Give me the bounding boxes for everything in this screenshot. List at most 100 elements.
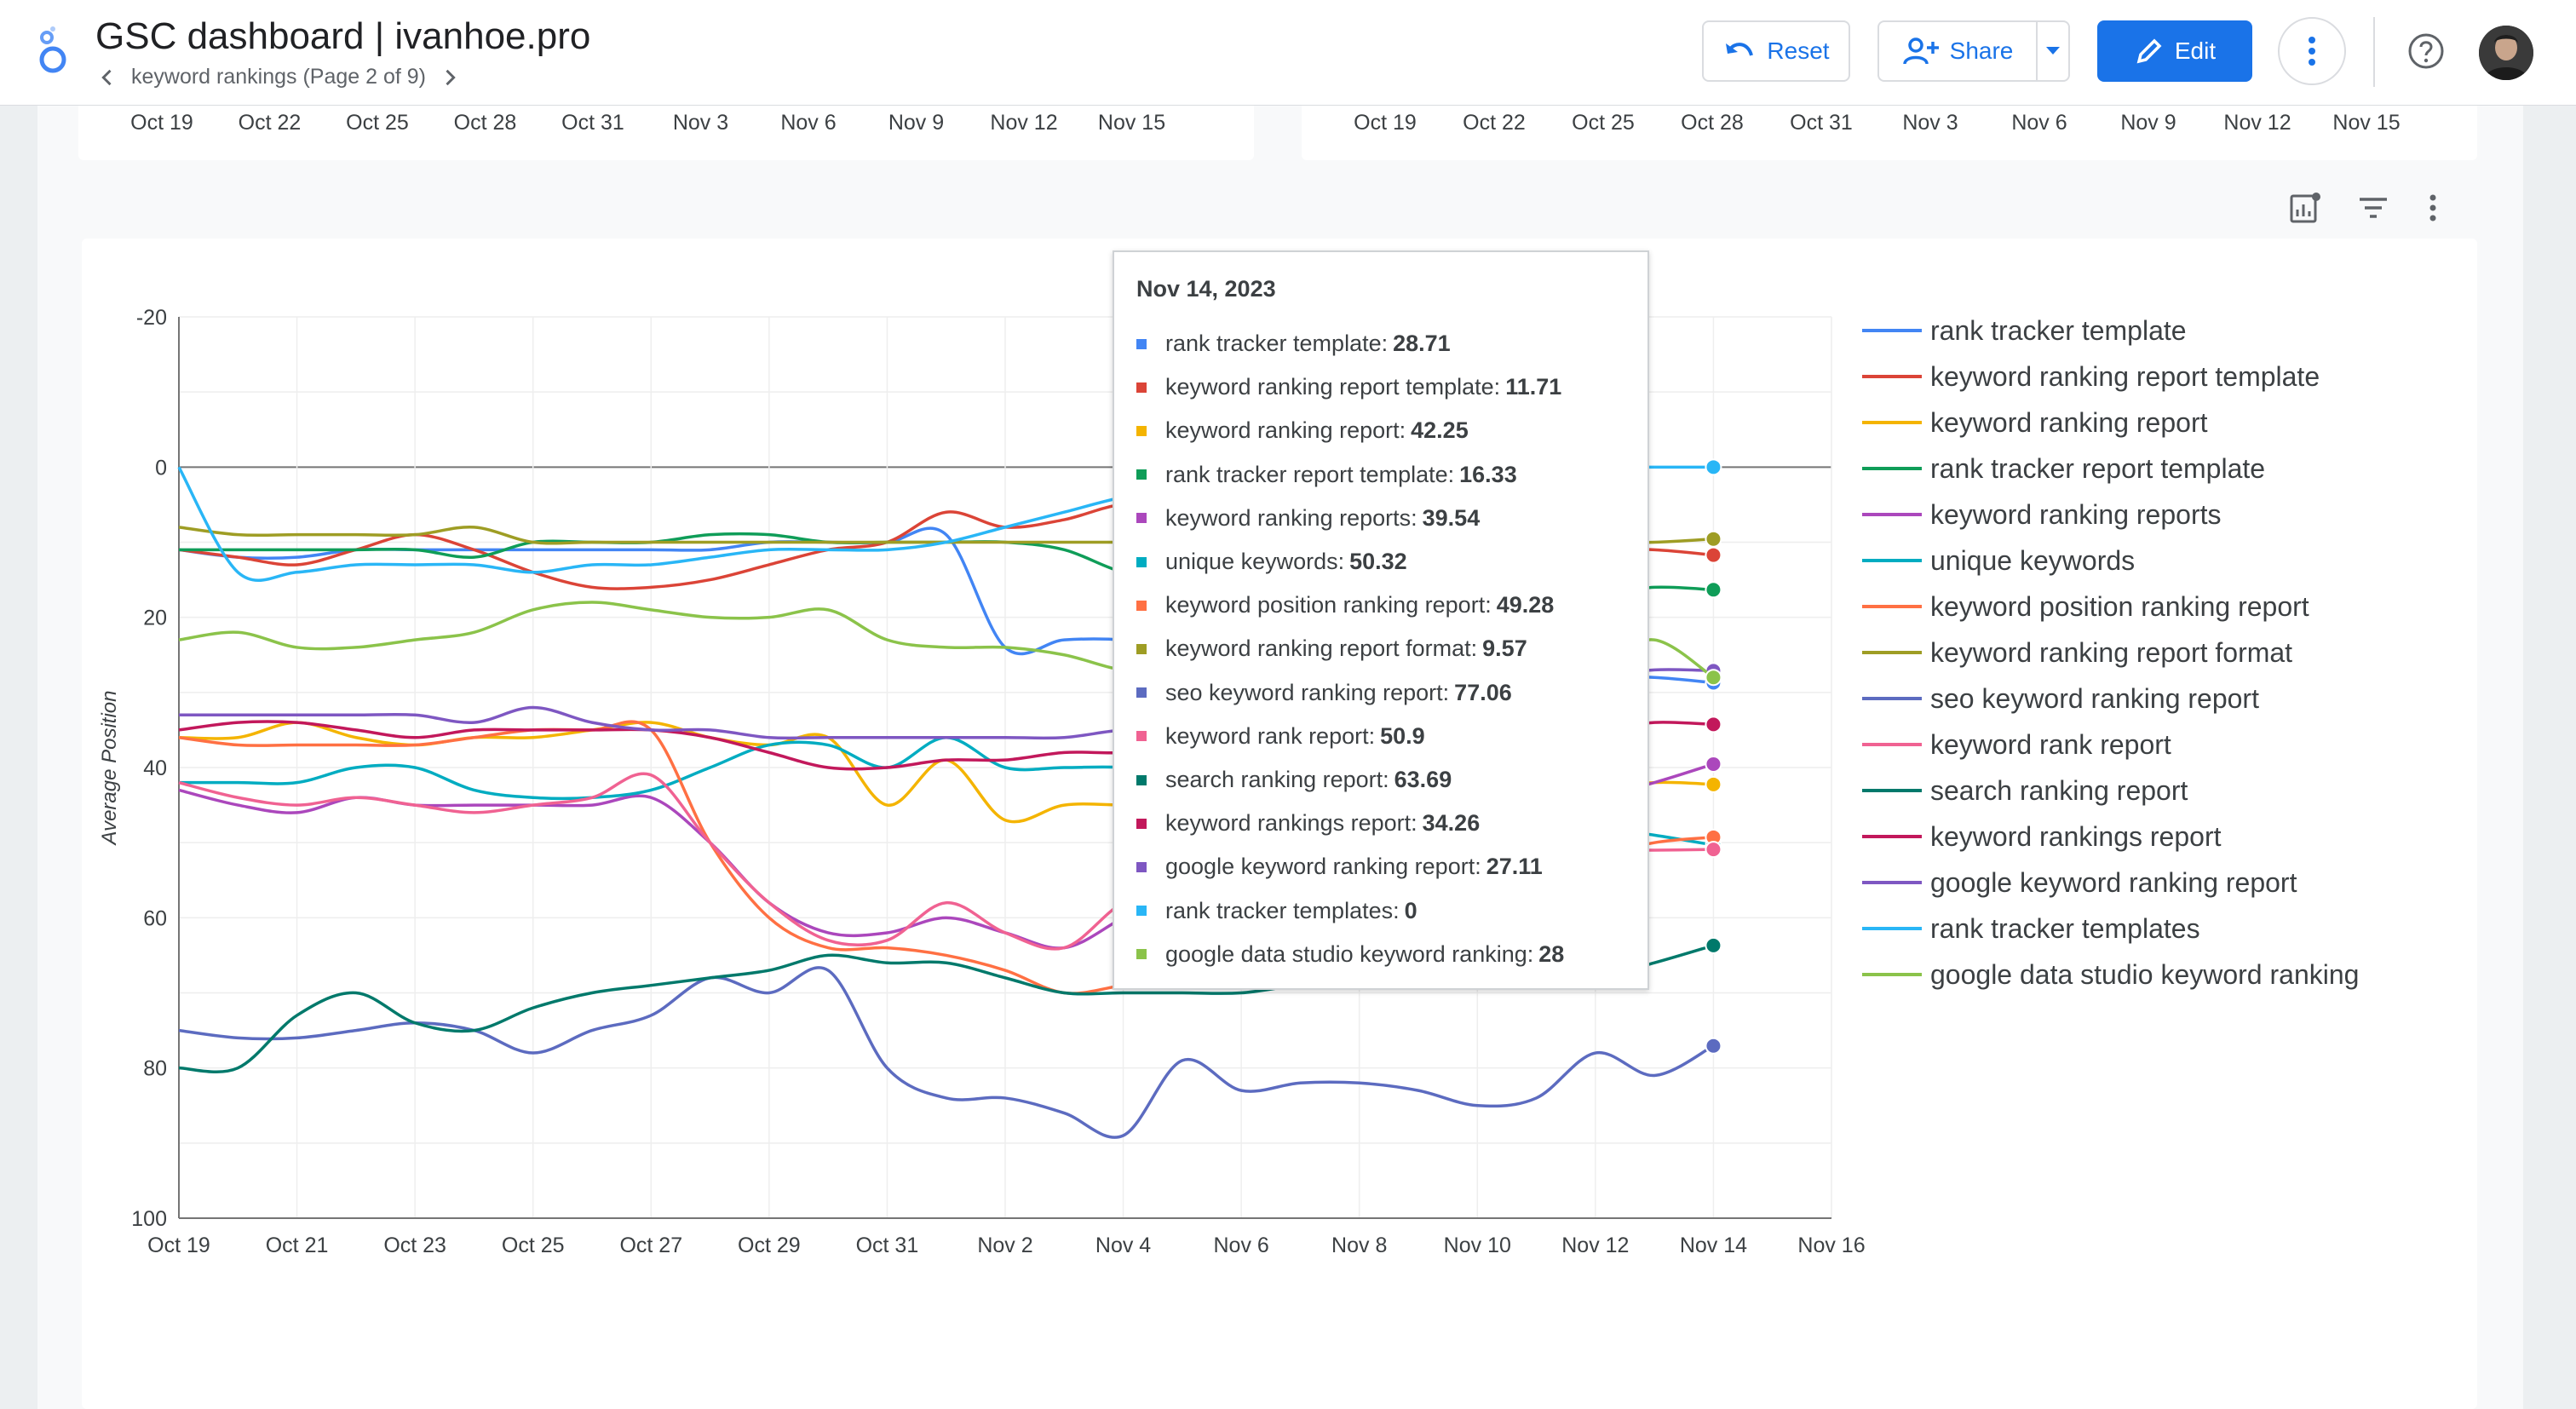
- tooltip-swatch: [1136, 731, 1147, 742]
- tooltip-label: keyword rankings report:: [1165, 810, 1417, 837]
- more-options-button[interactable]: [2278, 17, 2346, 85]
- tooltip-swatch: [1136, 774, 1147, 785]
- legend-entry: keyword ranking report template: [1930, 361, 2320, 392]
- tooltip-label: keyword ranking reports:: [1165, 504, 1417, 531]
- tooltip-swatch: [1136, 861, 1147, 872]
- x-tick-label: Oct 29: [738, 1234, 801, 1257]
- chevron-right-icon[interactable]: [438, 66, 462, 89]
- top-right-chart-card[interactable]: [1302, 106, 2477, 160]
- app-header: GSC dashboard | ivanhoe.pro keyword rank…: [0, 0, 2576, 106]
- top-right-x-tick: Nov 3: [1902, 111, 1958, 135]
- top-right-x-tick: Nov 9: [2120, 111, 2176, 135]
- chart-more-options-icon[interactable]: [2416, 191, 2450, 225]
- tooltip-label: google keyword ranking report:: [1165, 854, 1481, 880]
- user-avatar[interactable]: [2479, 26, 2533, 80]
- edit-button[interactable]: Edit: [2097, 20, 2252, 82]
- tooltip-value: 28: [1538, 940, 1565, 967]
- hover-point: [1705, 716, 1722, 733]
- share-button[interactable]: Share: [1877, 20, 2036, 82]
- help-icon[interactable]: [2407, 32, 2445, 70]
- report-title[interactable]: GSC dashboard | ivanhoe.pro: [95, 15, 591, 57]
- top-left-x-tick: Nov 12: [990, 111, 1058, 135]
- hover-point: [1705, 581, 1722, 599]
- tooltip-swatch: [1136, 643, 1147, 654]
- header-divider: [2373, 17, 2375, 87]
- legend-entry: seo keyword ranking report: [1930, 683, 2259, 714]
- top-left-x-tick: Oct 22: [238, 111, 302, 135]
- tooltip-swatch: [1136, 556, 1147, 567]
- legend-entry: keyword ranking reports: [1930, 499, 2221, 530]
- x-tick-label: Oct 25: [502, 1234, 565, 1257]
- tooltip-row: google data studio keyword ranking: 28: [1136, 941, 1564, 968]
- tooltip-value: 27.11: [1486, 854, 1543, 880]
- tooltip-label: rank tracker templates:: [1165, 897, 1400, 923]
- y-tick-label: 0: [155, 456, 167, 480]
- tooltip-value: 0: [1404, 897, 1417, 923]
- edit-label: Edit: [2174, 37, 2217, 64]
- tooltip-swatch: [1136, 425, 1147, 436]
- tooltip-value: 16.33: [1459, 461, 1517, 487]
- y-tick-label: 80: [143, 1057, 167, 1081]
- top-left-x-tick: Nov 6: [780, 111, 837, 135]
- chevron-left-icon[interactable]: [95, 66, 119, 89]
- x-tick-label: Nov 10: [1444, 1234, 1511, 1257]
- x-tick-label: Oct 23: [383, 1234, 446, 1257]
- tooltip-row: google keyword ranking report: 27.11: [1136, 854, 1543, 880]
- tooltip-row: rank tracker templates: 0: [1136, 898, 1417, 924]
- avatar-photo-icon: [2479, 26, 2533, 80]
- top-right-x-tick: Nov 15: [2332, 111, 2401, 135]
- hover-point: [1705, 755, 1722, 773]
- series-line: [178, 966, 1715, 1139]
- tooltip-row: keyword rank report: 50.9: [1136, 723, 1425, 750]
- pencil-icon: [2136, 38, 2162, 64]
- reset-button[interactable]: Reset: [1702, 20, 1850, 82]
- more-vert-icon: [2309, 37, 2315, 66]
- tooltip-label: keyword rank report:: [1165, 722, 1376, 749]
- tooltip-value: 50.32: [1349, 549, 1407, 574]
- hover-point: [1705, 936, 1722, 954]
- tooltip-label: seo keyword ranking report:: [1165, 679, 1450, 705]
- y-tick-label: -20: [136, 306, 167, 330]
- tooltip-swatch: [1136, 949, 1147, 960]
- tooltip-value: 39.54: [1422, 504, 1481, 531]
- top-left-x-tick: Oct 19: [130, 111, 193, 135]
- top-left-x-tick: Nov 3: [672, 111, 729, 135]
- share-dropdown-button[interactable]: [2036, 20, 2070, 82]
- legend-entry: rank tracker report template: [1930, 453, 2265, 484]
- y-axis-title: Average Position: [98, 690, 121, 846]
- tooltip-value: 42.25: [1411, 417, 1469, 444]
- hover-point: [1705, 1037, 1722, 1055]
- x-tick-label: Nov 12: [1561, 1234, 1629, 1257]
- tooltip-swatch: [1136, 600, 1147, 611]
- page-navigator: keyword rankings (Page 2 of 9): [95, 65, 462, 89]
- tooltip-label: rank tracker template:: [1165, 331, 1389, 356]
- tooltip-label: keyword ranking report template:: [1165, 374, 1501, 400]
- tooltip-swatch: [1136, 469, 1147, 480]
- tooltip-row: keyword rankings report: 34.26: [1136, 810, 1480, 837]
- top-left-x-tick: Nov 9: [888, 111, 945, 135]
- explore-chart-icon[interactable]: [2288, 191, 2322, 225]
- tooltip-value: 34.26: [1422, 810, 1481, 837]
- tooltip-value: 49.28: [1496, 592, 1555, 618]
- filter-icon[interactable]: [2356, 191, 2390, 225]
- x-tick-label: Nov 8: [1331, 1234, 1387, 1257]
- hover-point: [1705, 546, 1722, 564]
- tooltip-row: rank tracker report template: 16.33: [1136, 462, 1517, 488]
- legend-entry: rank tracker template: [1930, 315, 2187, 346]
- x-tick-label: Nov 2: [977, 1234, 1032, 1257]
- tooltip-row: keyword position ranking report: 49.28: [1136, 592, 1554, 618]
- top-right-x-tick: Oct 19: [1354, 111, 1417, 135]
- legend-entry: rank tracker templates: [1930, 913, 2200, 944]
- tooltip-swatch: [1136, 687, 1147, 699]
- looker-studio-logo-icon[interactable]: [32, 26, 73, 77]
- top-right-x-tick: Oct 28: [1681, 111, 1744, 135]
- x-tick-label: Oct 21: [266, 1234, 329, 1257]
- page-name-label[interactable]: keyword rankings (Page 2 of 9): [131, 65, 427, 89]
- top-right-x-tick: Nov 12: [2223, 111, 2291, 135]
- tooltip-row: keyword ranking reports: 39.54: [1136, 505, 1480, 532]
- top-left-chart-card[interactable]: [78, 106, 1254, 160]
- y-tick-label: 100: [131, 1207, 167, 1231]
- legend-entry: keyword rankings report: [1930, 821, 2222, 852]
- y-tick-label: 60: [143, 906, 167, 930]
